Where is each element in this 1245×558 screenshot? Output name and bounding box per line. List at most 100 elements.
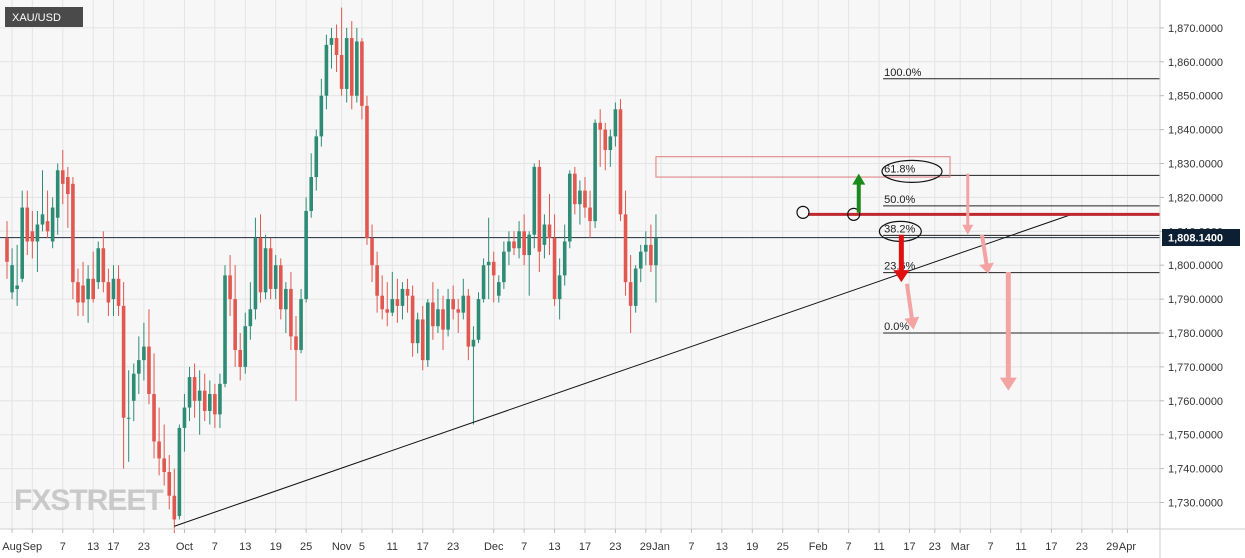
- candle-body: [258, 238, 263, 293]
- candle-body: [476, 299, 481, 340]
- candle-body: [618, 109, 623, 215]
- candle-body: [431, 302, 435, 327]
- candle: [187, 366, 192, 422]
- candle: [613, 102, 618, 147]
- candle: [567, 170, 572, 249]
- candle-body: [486, 261, 491, 266]
- candle-body: [349, 38, 354, 96]
- candle: [476, 292, 481, 344]
- x-tick-label: 23: [929, 541, 941, 553]
- candle-body: [547, 224, 552, 239]
- candle-body: [10, 265, 14, 293]
- candle: [243, 312, 248, 374]
- candle: [537, 160, 542, 272]
- candle-body: [197, 390, 202, 401]
- x-tick-label: 7: [988, 541, 994, 553]
- candle: [126, 370, 131, 462]
- candle: [96, 241, 101, 289]
- candle: [502, 241, 506, 289]
- candle-body: [167, 471, 172, 496]
- candle-body: [344, 38, 349, 89]
- candle: [532, 163, 537, 249]
- candle: [50, 197, 55, 249]
- candle-body: [187, 377, 192, 408]
- candle: [547, 194, 552, 256]
- candle-body: [142, 346, 146, 361]
- candle: [162, 424, 166, 486]
- candle-body: [101, 248, 106, 283]
- candle-body: [81, 285, 85, 303]
- candle-body: [309, 177, 313, 211]
- candle: [527, 231, 532, 296]
- candle: [420, 305, 425, 371]
- y-tick-label: 1,760.0000: [1168, 396, 1223, 408]
- candle-body: [370, 238, 374, 266]
- candle-body: [334, 38, 339, 56]
- candle: [522, 214, 526, 266]
- y-tick-label: 1,780.0000: [1168, 328, 1223, 340]
- candle-body: [628, 282, 633, 306]
- candle-body: [55, 170, 60, 218]
- candle: [111, 265, 116, 317]
- symbol-label: XAU/USD: [12, 12, 61, 24]
- candle-body: [400, 288, 405, 306]
- candle: [106, 268, 111, 317]
- candle-body: [415, 319, 420, 344]
- candle-body: [355, 41, 359, 96]
- candle-body: [177, 427, 182, 517]
- candle: [431, 282, 435, 340]
- candle-body: [238, 349, 243, 367]
- candle-body: [121, 305, 126, 418]
- candle: [446, 288, 450, 337]
- x-tick-label: 17: [1045, 541, 1057, 553]
- candle-body: [583, 190, 587, 208]
- candle-body: [517, 231, 521, 249]
- x-tick-label: 25: [777, 541, 789, 553]
- candle: [137, 336, 141, 395]
- candle: [182, 394, 187, 452]
- annotations: [174, 156, 1160, 527]
- candle: [644, 231, 648, 266]
- candle-body: [5, 238, 9, 262]
- candle: [147, 309, 151, 405]
- candle: [66, 166, 70, 228]
- candle: [507, 231, 511, 266]
- candle: [223, 265, 227, 388]
- candle: [131, 363, 136, 422]
- candle-body: [603, 129, 608, 150]
- candle: [55, 163, 60, 235]
- candle: [552, 214, 557, 306]
- x-tick-label: 23: [447, 541, 459, 553]
- candle: [461, 278, 466, 320]
- candle: [10, 248, 14, 300]
- candle: [623, 190, 628, 296]
- x-tick-label: 23: [138, 541, 150, 553]
- candle-body: [157, 441, 161, 459]
- candle: [456, 299, 461, 333]
- x-tick-label: Nov: [332, 541, 352, 553]
- x-tick-label: 7: [521, 541, 527, 553]
- x-tick-label: 19: [746, 541, 758, 553]
- touch-circle-right: [847, 207, 861, 221]
- candle: [654, 214, 658, 303]
- candle-body: [537, 166, 542, 252]
- candle-body: [208, 394, 212, 411]
- candle: [35, 210, 40, 272]
- candle: [319, 78, 324, 147]
- candle: [603, 122, 608, 171]
- candle-body: [172, 495, 177, 520]
- candle-body: [137, 360, 141, 374]
- x-tick-label: 13: [548, 541, 560, 553]
- candle: [355, 27, 359, 103]
- candle-body: [451, 299, 455, 310]
- candle-body: [50, 207, 55, 242]
- candle: [30, 210, 35, 259]
- x-tick-label: 7: [846, 541, 852, 553]
- x-tick-label: 11: [387, 541, 398, 553]
- candle-body: [578, 190, 582, 205]
- candle: [253, 217, 258, 320]
- x-tick-label: 7: [688, 541, 694, 553]
- candle-body: [223, 275, 227, 384]
- x-tick-label: Aug: [2, 541, 22, 553]
